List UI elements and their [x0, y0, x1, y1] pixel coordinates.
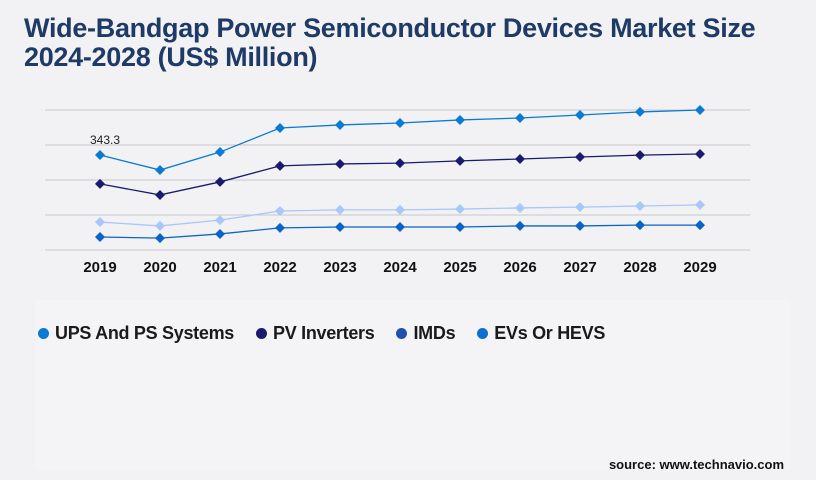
x-tick-label: 2027 — [563, 259, 596, 276]
data-point — [635, 201, 645, 212]
data-point — [275, 222, 285, 233]
legend-label: IMDs — [413, 323, 456, 343]
data-point — [695, 199, 705, 210]
data-point — [455, 114, 465, 125]
data-point — [95, 178, 105, 189]
legend-label: PV Inverters — [273, 323, 375, 343]
data-point — [215, 147, 225, 158]
legend: UPS And PS Systems PV Inverters IMDs EVs Or… — [38, 323, 605, 344]
data-point — [515, 202, 525, 213]
x-tick-label: 2026 — [503, 259, 536, 276]
data-point — [575, 152, 585, 163]
data-point — [275, 160, 285, 171]
data-point — [575, 202, 585, 213]
data-point — [395, 118, 405, 129]
data-point — [155, 189, 165, 200]
line-chart: 2019 2020 2021 2022 2023 2024 2025 2026 2027 2028… — [45, 105, 750, 276]
x-tick-label: 2023 — [323, 259, 356, 276]
data-point — [695, 105, 705, 115]
legend-marker-icon — [477, 328, 489, 339]
legend-marker-icon — [396, 328, 408, 339]
data-point — [515, 220, 525, 231]
legend-label: EVs Or HEVS — [494, 323, 606, 343]
data-point — [275, 122, 285, 133]
legend-label: UPS And PS Systems — [55, 323, 234, 343]
data-point — [215, 215, 225, 226]
x-tick-label: 2019 — [83, 259, 116, 276]
data-point — [395, 158, 405, 169]
x-tick-label: 2024 — [383, 259, 417, 276]
data-point — [155, 165, 165, 176]
source-text: source: www.technavio.com — [608, 457, 784, 472]
data-point — [455, 204, 465, 215]
data-point — [515, 153, 525, 164]
x-tick-label: 2029 — [683, 259, 716, 276]
legend-item: EVs Or HEVS — [477, 323, 605, 344]
data-point — [95, 217, 105, 228]
data-point — [455, 222, 465, 233]
legend-item: UPS And PS Systems — [38, 323, 234, 344]
data-point — [395, 222, 405, 233]
x-tick-label: 2022 — [263, 259, 296, 276]
data-point — [575, 109, 585, 120]
data-point — [215, 228, 225, 239]
data-point — [635, 106, 645, 117]
data-point — [575, 220, 585, 231]
data-point — [215, 176, 225, 187]
data-point — [455, 155, 465, 166]
x-tick-label: 2020 — [143, 259, 176, 276]
data-point — [395, 204, 405, 215]
data-point — [335, 222, 345, 233]
data-point — [695, 220, 705, 231]
x-tick-label: 2021 — [203, 259, 236, 276]
legend-panel — [35, 300, 790, 470]
x-tick-label: 2028 — [623, 259, 656, 276]
legend-marker-icon — [256, 328, 267, 339]
data-point — [155, 220, 165, 231]
data-label: 343.3 — [90, 133, 120, 147]
data-point — [695, 148, 705, 159]
data-point — [155, 233, 165, 244]
data-point — [95, 231, 105, 242]
chart-title: Wide-Bandgap Power Semiconductor Devices… — [24, 13, 756, 72]
data-point — [635, 150, 645, 161]
data-point — [335, 204, 345, 215]
legend-item: IMDs — [396, 323, 456, 344]
data-point — [275, 205, 285, 216]
data-point — [95, 150, 105, 161]
x-tick-label: 2025 — [443, 259, 476, 276]
data-point — [335, 158, 345, 169]
data-point — [635, 220, 645, 231]
data-point — [515, 113, 525, 124]
data-point — [335, 119, 345, 130]
legend-marker-icon — [38, 328, 49, 339]
legend-item: PV Inverters — [256, 323, 375, 344]
